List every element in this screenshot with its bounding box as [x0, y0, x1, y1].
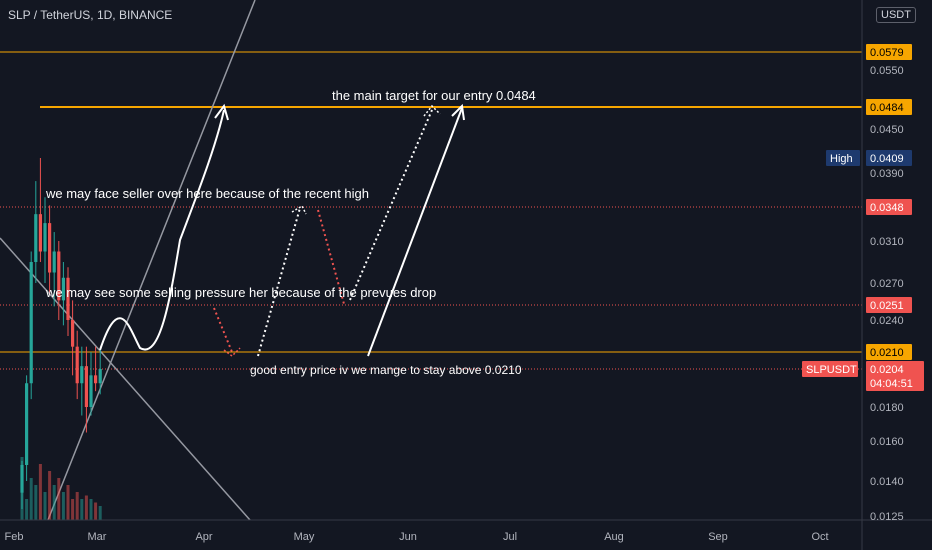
last-price-badge: [866, 361, 924, 391]
volume-bar: [66, 485, 70, 520]
volume-bar: [34, 485, 38, 520]
dotted-arrowhead-1: [291, 204, 307, 215]
level-badge-label: 0.0210: [870, 347, 904, 359]
symbol-badge-label: SLPUSDT: [806, 364, 857, 376]
volume-bar: [98, 506, 102, 520]
high-badge-label: High: [830, 153, 853, 165]
projection-arrowhead-2: [451, 103, 465, 121]
trendline-down[interactable]: [0, 237, 251, 521]
y-tick-label: 0.0240: [870, 315, 904, 327]
candle-body[interactable]: [89, 375, 93, 407]
candle-body[interactable]: [52, 251, 56, 273]
y-tick-label: 0.0550: [870, 65, 904, 77]
dotted-level-badge: [866, 199, 912, 215]
y-tick-label: 0.0310: [870, 236, 904, 248]
dotted-level-badge-label: 0.0251: [870, 300, 904, 312]
level-badge: [866, 344, 912, 360]
dotted-projection-up-1[interactable]: [257, 207, 301, 357]
annotation-entry: good entry price iv we mange to stay abo…: [250, 363, 522, 377]
x-tick-label: Sep: [708, 531, 728, 543]
candle-body[interactable]: [34, 214, 38, 262]
high-value-badge: [866, 150, 912, 166]
dotted-level-badge-label: 0.0348: [870, 202, 904, 214]
x-tick-label: Jun: [399, 531, 417, 543]
candle-body[interactable]: [38, 214, 42, 252]
volume-bar: [29, 478, 33, 520]
volume-bar: [48, 471, 52, 520]
candle-body[interactable]: [20, 465, 24, 493]
volume-bar: [80, 499, 84, 520]
projection-path-2[interactable]: [367, 107, 463, 357]
candle-body[interactable]: [43, 223, 47, 252]
x-tick-label: May: [294, 531, 315, 543]
volume-bar: [71, 499, 75, 520]
annotation-target: the main target for our entry 0.0484: [332, 88, 536, 103]
candle-body[interactable]: [61, 277, 65, 301]
dotted-level-badge: [866, 297, 912, 313]
y-tick-label: 0.0270: [870, 278, 904, 290]
dotted-arrowhead-2: [423, 104, 441, 117]
candle-body[interactable]: [57, 251, 61, 301]
x-tick-label: Oct: [811, 531, 828, 543]
countdown-label: 04:04:51: [870, 378, 913, 390]
candle-body[interactable]: [66, 277, 70, 320]
annotation-selling-pressure: we may see some selling pressure her bec…: [45, 285, 436, 300]
currency-button[interactable]: USDT: [876, 7, 916, 23]
y-tick-label: 0.0450: [870, 124, 904, 136]
last-price-label: 0.0204: [870, 364, 904, 376]
dotted-projection-down-1[interactable]: [213, 307, 233, 353]
candle-body[interactable]: [80, 366, 84, 384]
candle-body[interactable]: [48, 223, 52, 273]
dotted-projection-down-2[interactable]: [317, 209, 345, 305]
level-badge-label: 0.0579: [870, 47, 904, 59]
volume-bar: [94, 502, 98, 520]
high-badge: [826, 150, 860, 166]
x-tick-label: Mar: [88, 531, 107, 543]
y-tick-label: 0.0125: [870, 511, 904, 523]
level-badge: [866, 44, 912, 60]
candle-body[interactable]: [75, 346, 79, 384]
dotted-arrowhead-down-1: [223, 347, 241, 357]
dotted-projection-up-2[interactable]: [349, 109, 433, 301]
volume-bar: [38, 464, 42, 520]
candle-body[interactable]: [98, 369, 102, 384]
volume-bar: [25, 499, 29, 520]
volume-bar: [89, 499, 93, 520]
volume-bar: [61, 492, 65, 520]
x-tick-label: Feb: [5, 531, 24, 543]
trendline-up[interactable]: [47, 0, 256, 521]
volume-bar: [52, 485, 56, 520]
y-tick-label: 0.0180: [870, 402, 904, 414]
candle-body[interactable]: [84, 366, 88, 407]
x-tick-label: Apr: [195, 531, 212, 543]
y-tick-label: 0.0390: [870, 168, 904, 180]
x-tick-label: Aug: [604, 531, 624, 543]
level-badge-label: 0.0484: [870, 102, 904, 114]
projection-path-1[interactable]: [99, 109, 225, 351]
chart-title: SLP / TetherUS, 1D, BINANCE: [8, 8, 173, 22]
high-value-label: 0.0409: [870, 153, 904, 165]
annotation-seller: we may face seller over here because of …: [45, 186, 369, 201]
volume-bar: [75, 492, 79, 520]
volume-bar: [43, 492, 47, 520]
x-tick-label: Jul: [503, 531, 517, 543]
y-tick-label: 0.0160: [870, 436, 904, 448]
y-tick-label: 0.0140: [870, 476, 904, 488]
candle-body[interactable]: [71, 320, 75, 347]
volume-bar: [57, 478, 61, 520]
volume-bar: [84, 495, 88, 520]
candle-body[interactable]: [94, 375, 98, 384]
candle-body[interactable]: [29, 262, 33, 384]
candle-body[interactable]: [25, 383, 29, 465]
projection-arrowhead-1: [214, 103, 229, 121]
level-badge: [866, 99, 912, 115]
symbol-badge: [802, 361, 858, 377]
